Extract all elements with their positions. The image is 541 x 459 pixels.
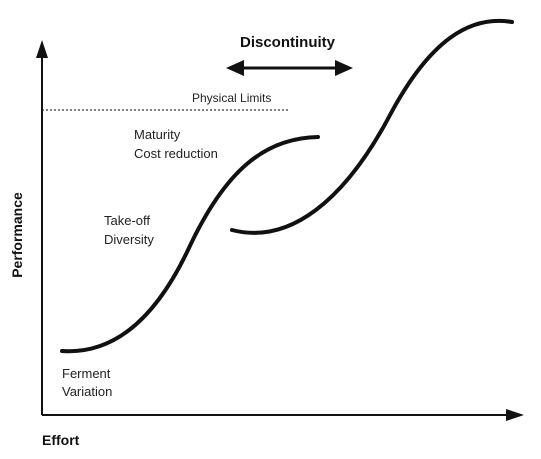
- physical-limits-label: Physical Limits: [192, 89, 271, 108]
- discontinuity-arrowhead-left: [226, 60, 244, 76]
- discontinuity-arrowhead-right: [335, 60, 353, 76]
- maturity-label: Maturity: [134, 125, 180, 144]
- first-s-curve: [62, 137, 318, 351]
- x-axis-arrowhead: [506, 409, 524, 421]
- second-s-curve: [232, 21, 512, 233]
- variation-label: Variation: [62, 382, 112, 401]
- y-axis-title: Performance: [2, 170, 32, 300]
- ferment-label: Ferment: [62, 364, 110, 383]
- take-off-label: Take-off: [104, 211, 150, 230]
- diversity-label: Diversity: [104, 230, 154, 249]
- discontinuity-label: Discontinuity: [240, 33, 335, 52]
- cost-reduction-label: Cost reduction: [134, 144, 218, 163]
- x-axis-title: Effort: [42, 431, 79, 450]
- y-axis-arrowhead: [36, 40, 48, 58]
- y-axis-title-text: Performance: [9, 192, 25, 278]
